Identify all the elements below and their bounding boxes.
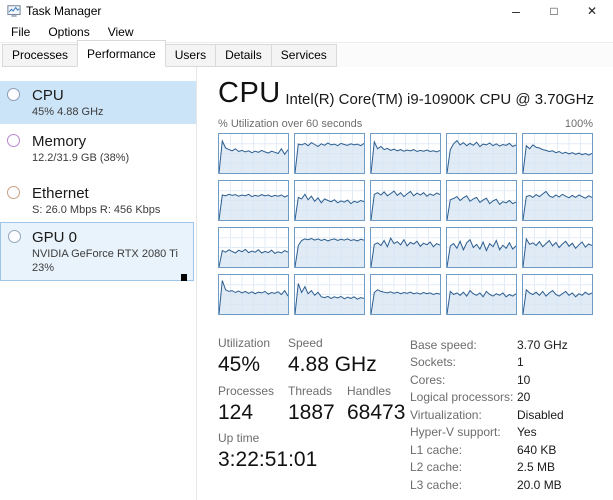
spec-base-speed: Base speed: 3.70 GHz <box>410 337 568 352</box>
close-button[interactable]: ✕ <box>586 4 598 18</box>
sidebar-gpu-subtitle: NVIDIA GeForce RTX 2080 Ti <box>32 248 178 260</box>
cpu-core-graph <box>522 227 593 268</box>
cpu-core-graph <box>294 274 365 315</box>
graph-axis-label: % Utilization over 60 seconds <box>218 118 363 130</box>
cpu-core-graph <box>522 180 593 221</box>
stat-processes: Processes 124 <box>218 384 275 424</box>
menu-view[interactable]: View <box>107 25 134 39</box>
cpu-core-graph <box>522 133 593 174</box>
sidebar-item-ethernet[interactable]: Ethernet S: 26.0 Mbps R: 456 Kbps <box>0 179 196 222</box>
menu-bar: File Options View <box>0 22 613 43</box>
logical-processor-graphs[interactable] <box>218 133 593 315</box>
spec-logical-processors: Logical processors: 20 <box>410 390 531 405</box>
spec-hyperv: Hyper-V support: Yes <box>410 425 537 440</box>
sidebar-cpu-subtitle: 45% 4.88 GHz <box>32 106 104 118</box>
cpu-core-graph <box>370 133 441 174</box>
cpu-core-graph <box>218 227 289 268</box>
sidebar-memory-subtitle: 12.2/31.9 GB (38%) <box>32 152 130 164</box>
cpu-model-name: Intel(R) Core(TM) i9-10900K CPU @ 3.70GH… <box>285 91 594 108</box>
cpu-core-graph <box>370 274 441 315</box>
spec-l3-cache: L3 cache: 20.0 MB <box>410 477 562 492</box>
menu-options[interactable]: Options <box>48 25 90 39</box>
task-manager-icon <box>7 4 21 18</box>
sidebar-gpu-title: GPU 0 <box>32 229 78 246</box>
cpu-core-graph <box>446 227 517 268</box>
tab-performance[interactable]: Performance <box>77 40 166 67</box>
tab-services[interactable]: Services <box>270 44 337 67</box>
sidebar-gpu-utilization: 23% <box>32 262 55 274</box>
sidebar-item-gpu0[interactable]: GPU 0 NVIDIA GeForce RTX 2080 Ti 23% <box>0 222 194 281</box>
cpu-performance-panel: CPU Intel(R) Core(TM) i9-10900K CPU @ 3.… <box>197 67 613 500</box>
spec-l1-cache: L1 cache: 640 KB <box>410 442 557 457</box>
ethernet-graph-icon <box>7 186 20 199</box>
sidebar-memory-title: Memory <box>32 133 87 150</box>
spec-cores: Cores: 10 <box>410 372 531 387</box>
cpu-core-graph <box>522 274 593 315</box>
cpu-core-graph <box>370 180 441 221</box>
spec-virtualization: Virtualization: Disabled <box>410 407 564 422</box>
cpu-core-graph <box>446 133 517 174</box>
minimize-button[interactable]: – <box>512 3 520 19</box>
tab-bar: Processes Performance Users Details Serv… <box>0 40 613 67</box>
tab-users[interactable]: Users <box>164 44 217 67</box>
sidebar-ethernet-title: Ethernet <box>32 185 89 202</box>
memory-graph-icon <box>7 134 20 147</box>
performance-sidebar: CPU 45% 4.88 GHz Memory 12.2/31.9 GB (38… <box>0 67 197 500</box>
stat-speed: Speed 4.88 GHz <box>288 336 377 376</box>
menu-file[interactable]: File <box>11 25 31 39</box>
cpu-core-graph <box>294 227 365 268</box>
stat-handles: Handles 68473 <box>347 384 406 424</box>
title-bar[interactable]: Task Manager – □ ✕ <box>0 0 613 22</box>
sidebar-item-cpu[interactable]: CPU 45% 4.88 GHz <box>0 81 196 124</box>
tab-details[interactable]: Details <box>215 44 272 67</box>
gpu-graph-icon <box>8 230 21 243</box>
cpu-core-graph <box>218 133 289 174</box>
cpu-graph-icon <box>7 88 20 101</box>
cpu-spec-list: Base speed: 3.70 GHz Sockets: 1 Cores: 1… <box>410 336 568 494</box>
sidebar-ethernet-subtitle: S: 26.0 Mbps R: 456 Kbps <box>32 204 161 216</box>
cpu-core-graph <box>294 133 365 174</box>
sidebar-item-memory[interactable]: Memory 12.2/31.9 GB (38%) <box>0 127 196 170</box>
cpu-core-graph <box>370 227 441 268</box>
spec-l2-cache: L2 cache: 2.5 MB <box>410 460 556 475</box>
graph-max-label: 100% <box>564 118 593 130</box>
cpu-core-graph <box>446 274 517 315</box>
page-title: CPU <box>218 77 281 109</box>
window-title: Task Manager <box>26 4 102 18</box>
stat-threads: Threads 1887 <box>288 384 335 424</box>
maximize-button[interactable]: □ <box>550 4 558 18</box>
cpu-core-graph <box>446 180 517 221</box>
stat-uptime: Up time 3:22:51:01 <box>218 431 318 471</box>
mouse-cursor <box>181 274 187 281</box>
cpu-core-graph <box>218 274 289 315</box>
tab-processes[interactable]: Processes <box>2 44 79 67</box>
stat-utilization: Utilization 45% <box>218 336 271 376</box>
cpu-core-graph <box>294 180 365 221</box>
spec-sockets: Sockets: 1 <box>410 355 524 370</box>
sidebar-cpu-title: CPU <box>32 87 64 104</box>
cpu-core-graph <box>218 180 289 221</box>
